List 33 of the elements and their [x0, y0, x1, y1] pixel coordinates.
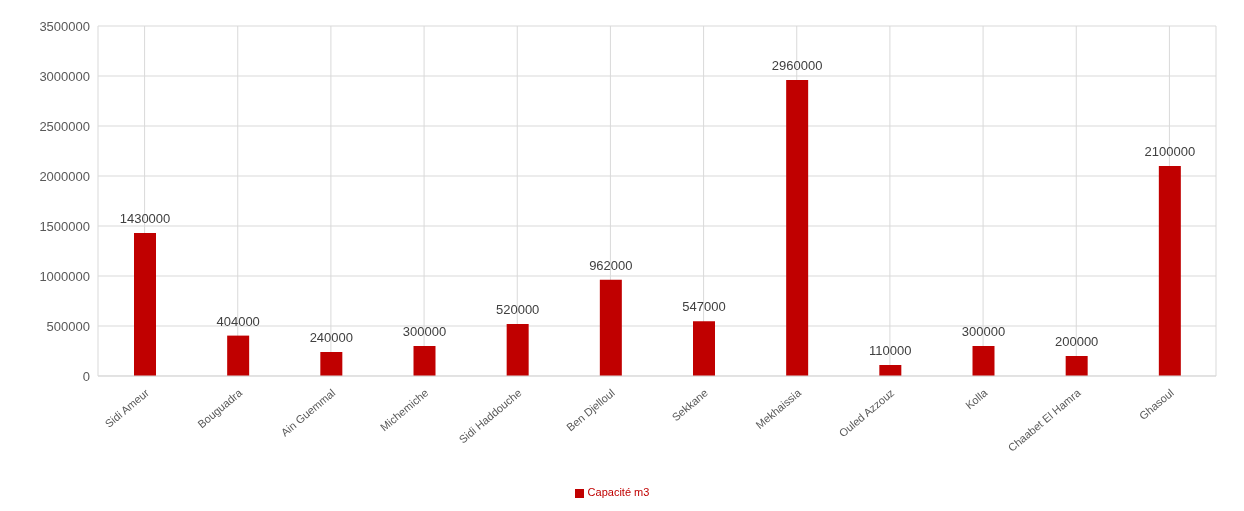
y-tick-label: 500000: [46, 318, 90, 334]
bar: [879, 365, 902, 376]
y-tick-label: 3500000: [39, 18, 90, 34]
data-label: 1430000: [119, 211, 171, 226]
data-label: 962000: [589, 257, 633, 273]
y-tick-label: 2000000: [39, 168, 90, 184]
data-label: 404000: [216, 313, 260, 329]
legend-label: Capacité m3: [587, 486, 650, 498]
y-tick-label: 0: [82, 368, 90, 384]
bar: [1065, 356, 1088, 376]
data-label: 520000: [495, 302, 540, 317]
data-label: 2100000: [1144, 144, 1196, 159]
data-label: 300000: [961, 324, 1006, 339]
bar: [599, 279, 622, 376]
bar: [227, 335, 250, 376]
bar: [320, 352, 343, 376]
data-label: 200000: [1054, 334, 1099, 349]
y-tick-label: 1500000: [39, 218, 90, 234]
data-label: 110000: [869, 343, 912, 358]
bar: [413, 346, 436, 376]
bar: [786, 80, 809, 376]
bar: [1158, 166, 1181, 376]
bar: [972, 346, 995, 376]
data-label: 2960000: [771, 58, 823, 73]
bar: [506, 324, 529, 376]
y-tick-label: 3000000: [39, 68, 90, 84]
y-tick-label: 1000000: [39, 268, 90, 284]
data-label: 240000: [309, 330, 354, 345]
y-tick-label: 2500000: [39, 118, 90, 134]
bar: [134, 233, 156, 376]
data-label: 547000: [682, 299, 726, 315]
bar: [693, 321, 715, 376]
data-label: 300000: [402, 324, 447, 339]
